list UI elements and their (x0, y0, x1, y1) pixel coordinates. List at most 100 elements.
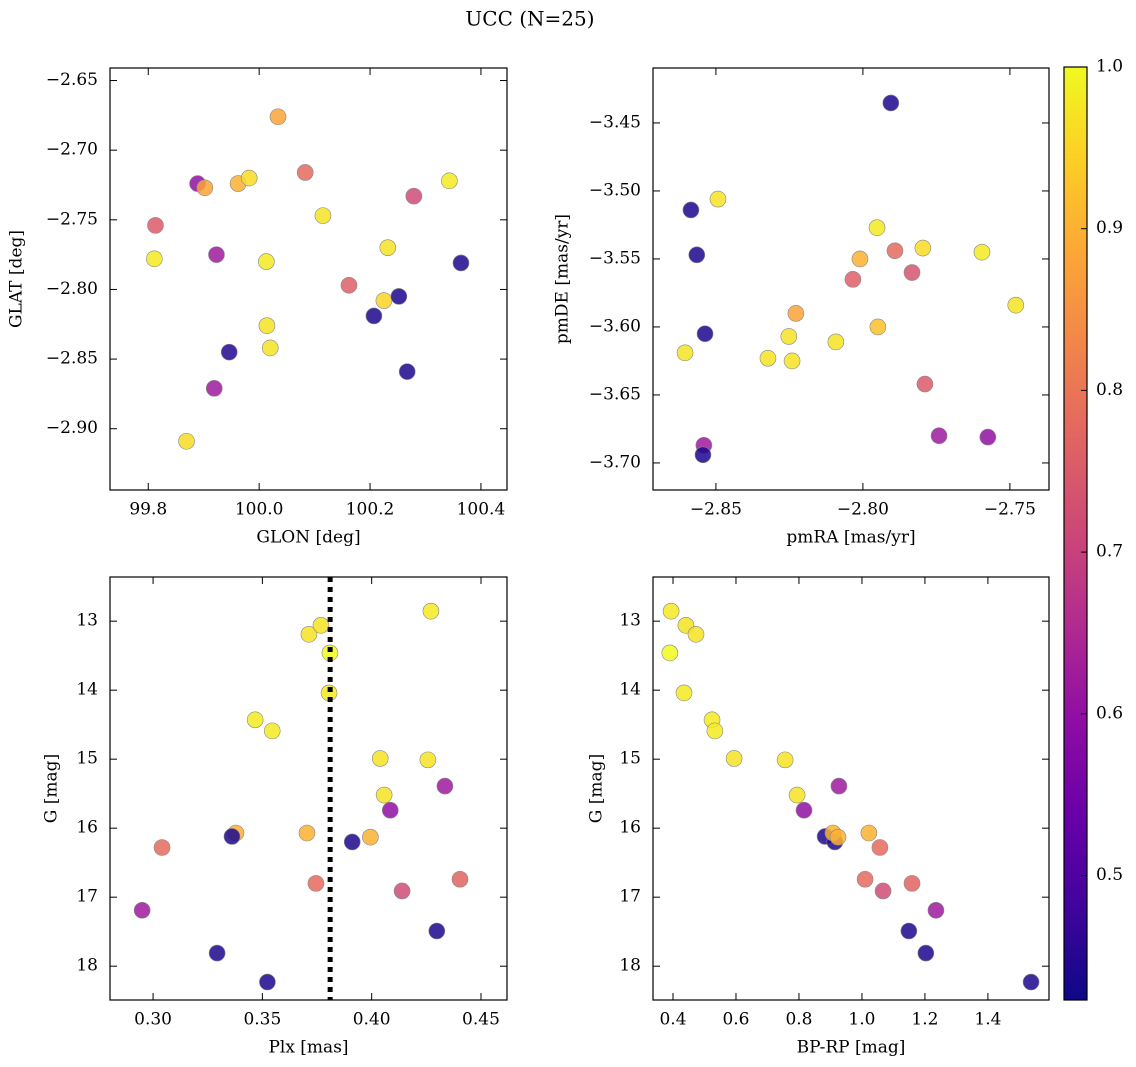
scatter-point (343, 833, 361, 851)
scatter-point (776, 751, 794, 769)
scatter-point (362, 828, 379, 846)
y-tick-label: −3.60 (589, 316, 641, 336)
axes-frame (652, 576, 1050, 1001)
scatter-point (205, 380, 223, 397)
y-tick-label: −2.85 (46, 349, 98, 369)
scatter-point (436, 777, 454, 795)
y-tick-label: 13 (619, 611, 641, 631)
scatter-point (312, 617, 330, 634)
scatter-point (917, 944, 935, 962)
scatter-point (827, 333, 845, 351)
scatter-point (874, 882, 892, 900)
scatter-point (220, 343, 238, 361)
scatter-point (422, 602, 440, 620)
x-tick-label: 0.30 (134, 1010, 172, 1030)
scatter-point (694, 446, 712, 464)
scatter-point (263, 722, 281, 740)
scatter-point (687, 625, 705, 643)
scatter-point (452, 254, 470, 272)
y-tick-label: 16 (619, 818, 641, 838)
scatter-point (398, 363, 416, 380)
scatter-point (296, 164, 314, 181)
scatter-point (882, 94, 900, 112)
x-axis-label: GLON [deg] (256, 528, 360, 548)
colorbar-tick-label: 0.6 (1096, 703, 1123, 723)
scatter-point (675, 684, 693, 702)
scatter-point (676, 344, 694, 362)
figure-title: UCC (N=25) (465, 7, 594, 31)
scatter-point (979, 428, 997, 446)
scatter-point (709, 190, 727, 208)
scatter-point (851, 250, 869, 268)
scatter-point (871, 839, 889, 856)
scatter-point (419, 751, 437, 769)
y-tick-label: −3.50 (589, 180, 641, 200)
scatter-point (914, 239, 932, 257)
y-tick-label: −3.45 (589, 112, 641, 132)
x-tick-label: 99.8 (129, 500, 167, 520)
scatter-point (379, 239, 397, 256)
scatter-point (178, 432, 195, 450)
scatter-point (298, 824, 316, 842)
axes-frame (109, 67, 508, 491)
scatter-point (844, 271, 862, 288)
scatter-point (688, 246, 706, 264)
y-tick-label: 13 (76, 611, 98, 631)
scatter-point (868, 219, 886, 236)
x-tick-label: −2.80 (837, 500, 889, 520)
y-tick-label: −2.75 (46, 209, 98, 229)
y-tick-label: 18 (76, 956, 98, 976)
scatter-point (856, 870, 874, 888)
x-tick-label: −2.85 (690, 500, 742, 520)
x-tick-label: 1.4 (974, 1010, 1001, 1030)
scatter-point (147, 217, 164, 234)
scatter-point (916, 375, 934, 393)
y-tick-label: −3.70 (589, 452, 641, 472)
scatter-point (269, 108, 287, 126)
y-tick-label: −3.55 (589, 248, 641, 268)
scatter-point (146, 250, 163, 268)
x-tick-label: 0.35 (243, 1010, 281, 1030)
scatter-point (153, 839, 171, 856)
scatter-point (381, 801, 399, 819)
scatter-point (405, 187, 423, 205)
scatter-point (223, 828, 241, 845)
x-tick-label: 1.2 (911, 1010, 938, 1030)
scatter-point (788, 786, 806, 804)
scatter-point (300, 625, 318, 643)
colorbar-tick-label: 0.7 (1096, 542, 1123, 562)
scatter-point (973, 243, 991, 261)
y-tick-label: −2.90 (46, 418, 98, 438)
y-tick-label: −2.65 (46, 70, 98, 90)
x-tick-label: 0.40 (353, 1010, 391, 1030)
y-tick-label: −2.80 (46, 279, 98, 299)
scatter-point (375, 786, 393, 804)
scatter-point (441, 172, 458, 190)
colorbar-tick-label: 1.0 (1096, 57, 1123, 77)
y-tick-label: 14 (76, 680, 98, 700)
y-axis-label: G [mag] (42, 754, 62, 823)
scatter-point (682, 201, 700, 219)
scatter-point (307, 875, 325, 892)
axes-frame (109, 576, 508, 1001)
scatter-point (314, 207, 332, 224)
x-tick-label: −2.75 (984, 500, 1036, 520)
scatter-point (886, 242, 904, 260)
scatter-point (451, 870, 469, 888)
x-tick-label: 100.4 (457, 500, 506, 520)
y-tick-label: 14 (619, 680, 641, 700)
scatter-point (428, 922, 446, 940)
y-tick-label: 17 (619, 887, 641, 907)
y-tick-label: 15 (76, 749, 98, 769)
x-axis-label: pmRA [mas/yr] (786, 528, 915, 548)
x-tick-label: 0.6 (722, 1010, 749, 1030)
colorbar-tick-label: 0.8 (1096, 380, 1123, 400)
y-tick-label: −2.70 (46, 140, 98, 160)
scatter-point (696, 325, 714, 343)
scatter-point (860, 824, 878, 842)
y-axis-label: pmDE [mas/yr] (553, 214, 573, 344)
scatter-point (371, 750, 389, 767)
x-tick-label: 1.0 (848, 1010, 875, 1030)
y-tick-label: −3.65 (589, 384, 641, 404)
scatter-point (261, 339, 279, 357)
